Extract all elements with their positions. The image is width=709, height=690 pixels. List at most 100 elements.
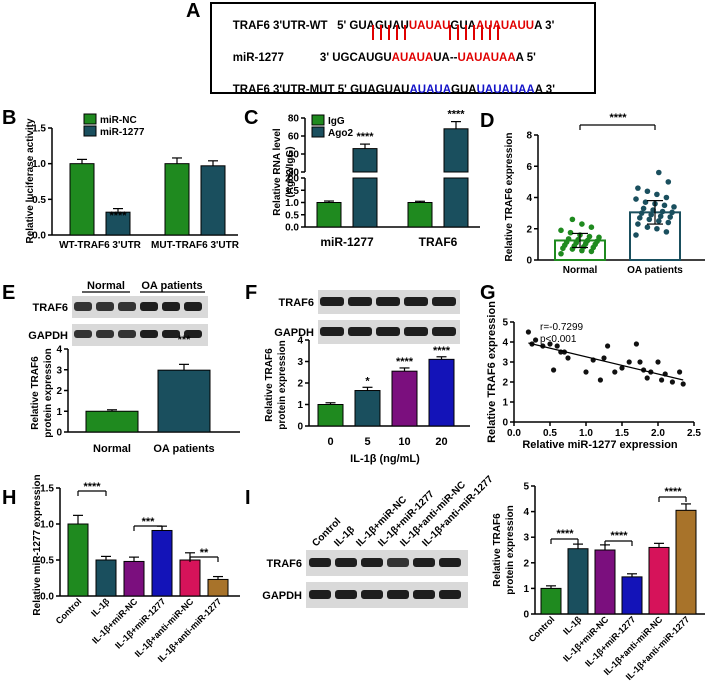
- wt-seq-part: A 3': [534, 20, 555, 32]
- f-band: [376, 327, 400, 336]
- f-xtick-label: 5: [364, 436, 370, 448]
- f-bar: [391, 370, 418, 427]
- i-band: [413, 590, 435, 599]
- c-bar: [443, 177, 469, 228]
- i-bar: [567, 548, 589, 615]
- panel-label-H: H: [2, 487, 17, 509]
- h-y-tick-label: 1.5: [40, 484, 54, 495]
- i-xtick-label: IL-1β: [561, 614, 584, 637]
- pairing-lines: [372, 25, 499, 40]
- g-point: [626, 359, 632, 365]
- f-y-tick-label: 3: [297, 357, 303, 368]
- f-y-tick-label: 0: [297, 422, 303, 433]
- g-tick-label: 2.5: [687, 428, 701, 439]
- mir-sequence: miR-1277 3' UGCAUGUAUAUAUA--UAUAUAAA 5': [220, 40, 536, 76]
- g-point: [644, 375, 650, 381]
- panel-label-F: F: [245, 282, 258, 304]
- g-point: [655, 359, 661, 365]
- panel-label-B: B: [2, 107, 17, 129]
- e-band: [184, 330, 202, 338]
- i-y-tick-label: 0: [523, 610, 529, 621]
- e-y-tick-label: 1: [56, 407, 62, 418]
- h-bar: [207, 578, 229, 597]
- f-band: [432, 327, 456, 336]
- wt-seq-part: 5' GUAGUAU: [337, 20, 409, 32]
- c-tick-label: 20: [288, 168, 300, 179]
- d-point: [635, 221, 641, 227]
- mir-seq-part: 3' UGCAUGU: [319, 52, 392, 64]
- mut-sequence: TRAF6 3'UTR-MUT 5' GUAGUAUAUAUAGUAUAUAUA…: [220, 72, 555, 108]
- b-y-tick-label: 1.5: [32, 124, 46, 135]
- i-bar: [594, 549, 616, 615]
- mir-seq-part: UA--: [433, 52, 458, 64]
- g-point: [619, 365, 625, 371]
- e-bar: [85, 410, 139, 433]
- g-point: [637, 359, 643, 365]
- h-ylabel: Relative miR-1277 expression: [32, 474, 43, 615]
- g-tick-label: 1.5: [615, 428, 629, 439]
- i-band: [309, 590, 331, 599]
- i-y-tick-label: 5: [523, 482, 529, 493]
- h-xtick-label: Control: [54, 596, 84, 626]
- g-ylabel: Relative TRAF6 expression: [486, 301, 498, 443]
- mir-seq-site1: AUAUA: [391, 52, 434, 64]
- d-point: [648, 211, 654, 218]
- mut-seq-site1: AUAUA: [409, 84, 452, 96]
- f-y-tick-label: 1: [297, 400, 303, 411]
- g-point: [583, 369, 589, 375]
- g-point: [525, 329, 532, 335]
- i-y-tick-label: 2: [523, 558, 529, 569]
- e-group-label: OA patients: [141, 280, 202, 292]
- panel-label-D: D: [480, 110, 495, 132]
- f-band: [404, 297, 428, 306]
- mir-label: miR-1277: [232, 52, 284, 64]
- g-tick-label: 5: [502, 318, 508, 329]
- d-point: [656, 169, 662, 176]
- panel-label-A: A: [186, 0, 201, 22]
- d-point: [565, 236, 572, 242]
- h-y-tick-label: 0.0: [40, 592, 54, 603]
- d-point: [659, 208, 666, 215]
- e-y-tick-label: 2: [56, 386, 62, 397]
- d-y-tick-label: 6: [526, 162, 532, 173]
- g-stat: p<0.001: [540, 334, 577, 345]
- mut-label: TRAF6 3'UTR-MUT: [232, 84, 335, 96]
- g-tick-label: 3: [502, 358, 508, 369]
- b-y-tick-label: 1.0: [32, 159, 46, 170]
- d-point: [558, 250, 564, 257]
- c-bar: [352, 148, 378, 173]
- c-sig: ****: [447, 109, 465, 121]
- c-tick-label: 2.0: [285, 174, 299, 185]
- mut-seq-site2: UAUAUAA: [476, 84, 535, 96]
- c-legend-swatch: [311, 114, 325, 126]
- f-bar: [317, 404, 344, 427]
- d-point: [633, 196, 639, 202]
- mut-seq-part: 5' GUAGUAU: [337, 84, 410, 96]
- h-xtick-label: IL-1β+miR-1277: [113, 596, 167, 650]
- h-bar: [179, 559, 201, 597]
- d-point: [663, 229, 670, 235]
- h-y-tick-label: 1.0: [40, 520, 54, 531]
- c-tick-label: 80: [288, 114, 300, 125]
- d-point: [644, 224, 651, 230]
- b-bar: [164, 163, 190, 236]
- panel-label-E: E: [2, 282, 16, 304]
- h-bar: [123, 560, 145, 597]
- g-tick-label: 2: [502, 378, 508, 389]
- i-blot-label: GAPDH: [262, 590, 302, 602]
- d-point: [596, 234, 602, 241]
- e-band: [162, 330, 180, 338]
- e-band: [118, 302, 136, 311]
- d-point: [663, 194, 670, 201]
- g-xlabel: Relative miR-1277 expression: [522, 439, 678, 451]
- i-y-tick-label: 4: [523, 507, 529, 518]
- i-band: [387, 590, 409, 599]
- f-sig: *: [365, 375, 370, 387]
- d-point: [638, 210, 645, 216]
- e-band: [184, 302, 202, 311]
- d-xtick-label: OA patients: [627, 265, 683, 276]
- f-band: [320, 297, 344, 306]
- g-point: [565, 355, 571, 361]
- i-sig: ****: [664, 486, 682, 498]
- b-ylabel: Relative luciferase activity: [25, 118, 36, 244]
